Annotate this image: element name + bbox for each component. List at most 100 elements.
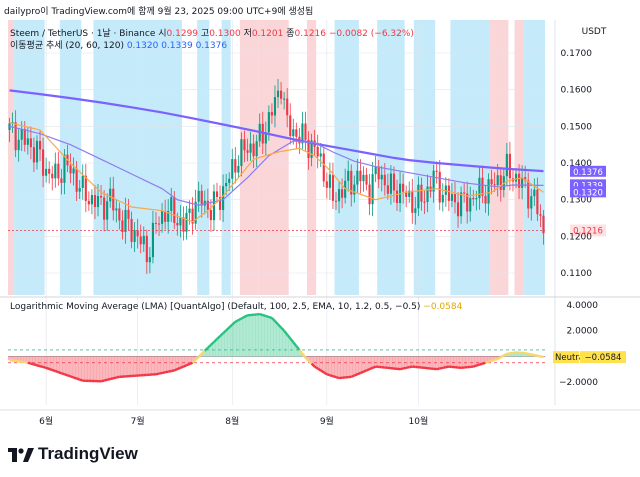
candle: [133, 230, 136, 242]
candle: [411, 190, 414, 213]
candle: [203, 200, 206, 206]
candle: [157, 223, 161, 225]
candle: [32, 147, 36, 163]
candle: [295, 129, 298, 137]
candle: [276, 90, 280, 98]
regime-band: [490, 20, 509, 295]
candle: [246, 150, 249, 153]
osc-line: [231, 320, 237, 326]
osc-line: [237, 317, 242, 322]
candle: [209, 210, 212, 221]
osc-line: [158, 371, 163, 375]
candle: [496, 175, 499, 186]
y-tick-label: 0.1100: [561, 269, 593, 279]
candle: [395, 190, 399, 204]
candle: [322, 153, 325, 182]
candle: [139, 236, 142, 245]
osc-line: [79, 378, 84, 382]
osc-line: [274, 320, 279, 326]
osc-line: [57, 371, 62, 375]
symbol-legend: Steem / TetherUS · 1날 · Binance 시0.1299 …: [10, 26, 414, 39]
candle: [17, 139, 20, 151]
lma-title: Logarithmic Moving Average (LMA) [QuantA…: [10, 302, 421, 312]
candle: [331, 174, 335, 201]
candle: [185, 212, 188, 232]
candle: [243, 139, 246, 151]
candle: [255, 141, 258, 157]
y-axis-unit: USDT: [582, 27, 607, 37]
tradingview-logo[interactable]: TradingView: [8, 444, 138, 464]
osc-line: [320, 369, 325, 374]
candle: [517, 173, 521, 188]
close-label: 종: [286, 29, 295, 39]
close-value: 0.1216: [294, 29, 327, 39]
candle: [527, 180, 530, 209]
candle: [539, 214, 542, 216]
candle: [328, 174, 331, 188]
candle: [386, 185, 389, 194]
osc-line: [167, 369, 172, 373]
candle: [154, 222, 158, 224]
osc-line: [494, 357, 499, 362]
candle: [319, 153, 322, 157]
osc-line: [359, 370, 364, 375]
osc-line: [350, 374, 355, 378]
ma-tag: [570, 186, 606, 198]
candle: [405, 191, 408, 197]
osc-line: [265, 314, 270, 319]
candle: [341, 189, 344, 198]
candle: [90, 195, 93, 205]
candle: [472, 197, 475, 200]
tradingview-logo-icon: [8, 448, 34, 462]
candle: [481, 177, 484, 196]
candle: [237, 165, 240, 173]
osc-line: [353, 373, 358, 377]
candle: [325, 181, 328, 188]
lma-value: −0.0584: [423, 302, 463, 312]
osc-line: [280, 326, 285, 332]
osc-line: [445, 365, 450, 369]
price-chart[interactable]: USDT 0.1700 0.1600 0.1500 0.1400 0.1300 0.1200…: [0, 0, 640, 440]
candle: [533, 189, 536, 197]
y-tick-label: 0.1400: [561, 159, 593, 169]
candle: [48, 168, 51, 174]
high-label: 고: [200, 29, 210, 39]
osc-line: [240, 315, 246, 320]
osc-line: [503, 352, 508, 357]
candle: [38, 140, 42, 150]
x-tick-label: 9월: [320, 415, 334, 427]
candle: [444, 185, 447, 195]
candle: [362, 174, 365, 182]
osc-line: [408, 365, 413, 369]
osc-line: [182, 364, 187, 368]
osc-line: [219, 332, 224, 338]
candle: [23, 128, 26, 145]
candle: [78, 187, 81, 192]
candle: [115, 208, 118, 211]
ma60-value: 0.1339: [161, 41, 193, 51]
osc-line: [289, 337, 295, 344]
osc-line: [286, 333, 292, 340]
x-tick-label: 6월: [39, 415, 53, 427]
osc-line: [176, 366, 181, 371]
osc-line: [323, 371, 328, 376]
candle: [350, 170, 353, 195]
osc-line: [271, 317, 276, 322]
candle: [182, 217, 185, 232]
candle: [200, 190, 203, 206]
osc-line: [295, 345, 301, 351]
high-value: 0.1300: [209, 29, 241, 39]
osc-line: [301, 353, 307, 359]
osc-line: [173, 368, 178, 372]
candle: [252, 143, 255, 157]
osc-line: [186, 362, 191, 367]
candle: [121, 220, 124, 233]
candle: [26, 138, 29, 145]
osc-line: [30, 362, 35, 366]
osc-line: [100, 379, 105, 383]
candle: [29, 138, 32, 148]
candle: [240, 139, 243, 166]
osc-line: [439, 366, 444, 370]
osc-line: [116, 375, 120, 379]
candle: [447, 185, 450, 201]
